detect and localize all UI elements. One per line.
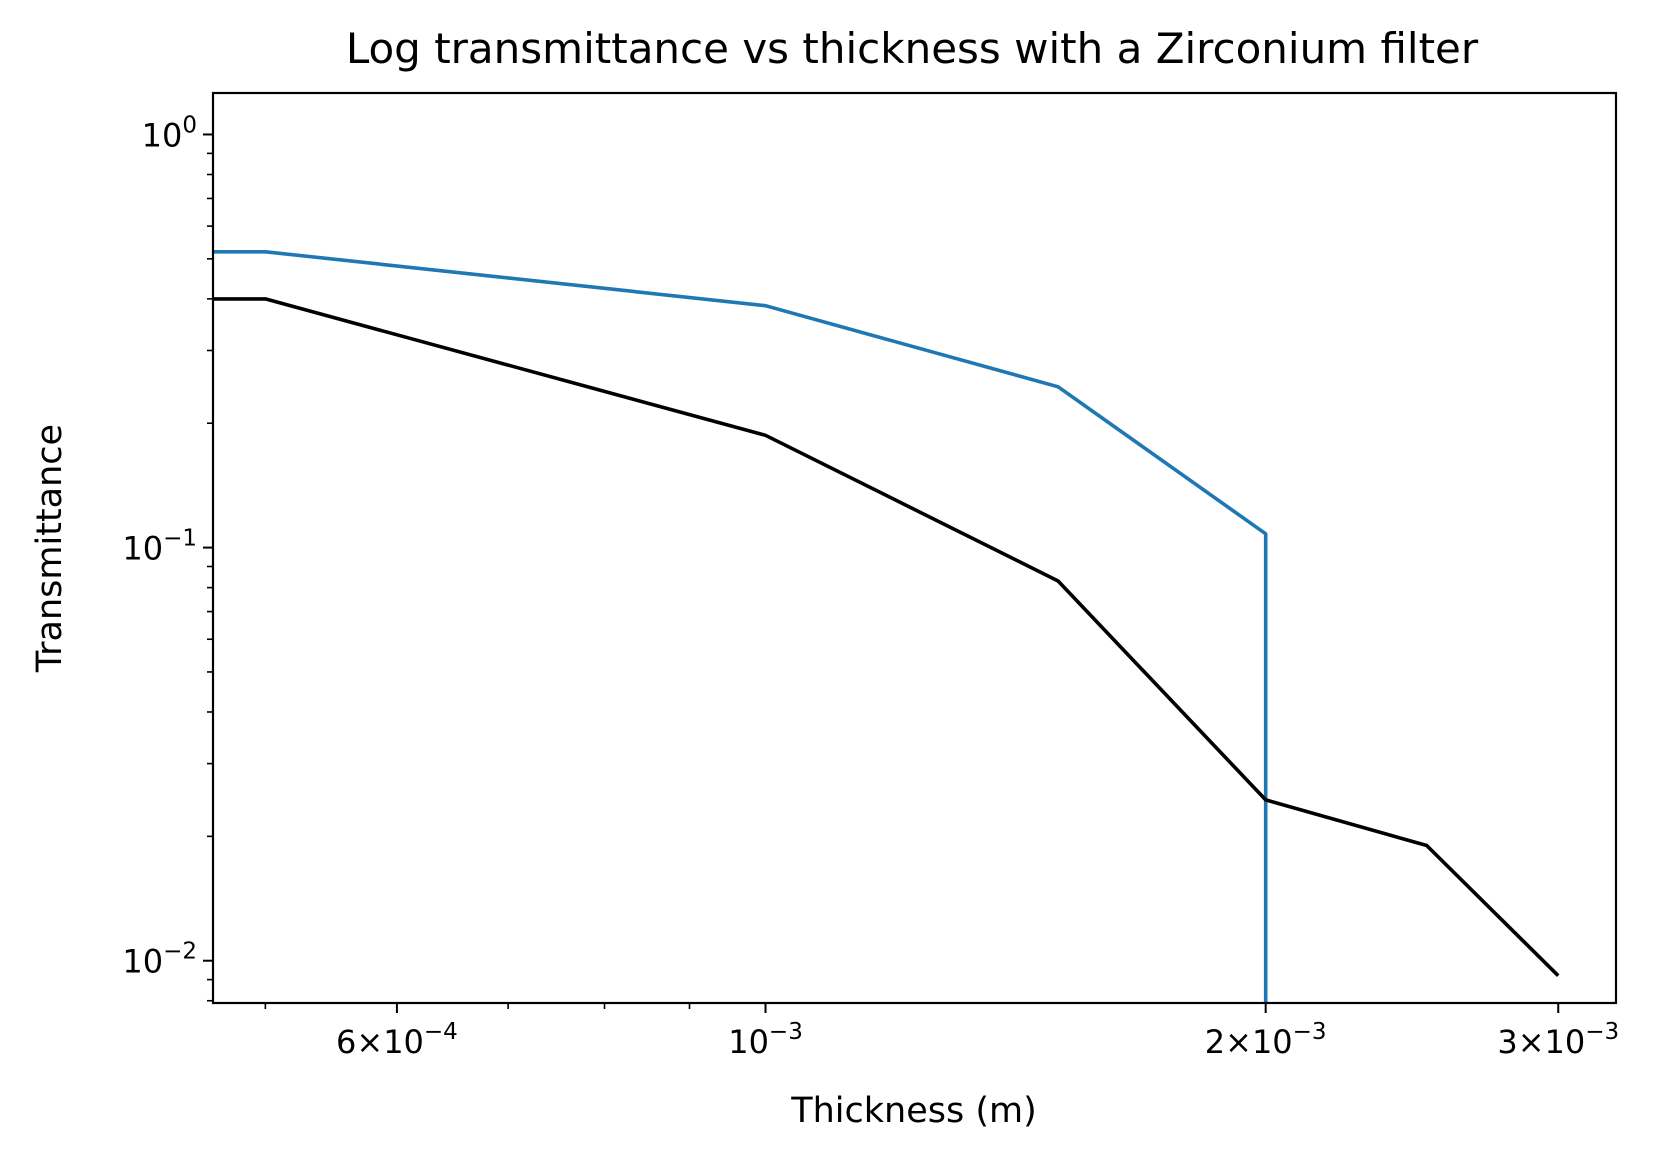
y-tick-label: 10−2: [122, 939, 197, 981]
y-tick-label: 100: [142, 112, 197, 154]
y-tick-label: 10−1: [122, 526, 197, 568]
plot-frame: [211, 91, 1618, 1005]
axes: 6×10−4 10−3 2×10−3 3×10−3 100 10−1 10−2: [122, 112, 1619, 1061]
x-axis-label: Thickness (m): [790, 1091, 1037, 1131]
x-tick-label: 6×10−4: [336, 1019, 458, 1061]
plot-area: [213, 250, 1560, 1003]
x-tick-label: 10−3: [728, 1019, 803, 1061]
x-tick-label: 2×10−3: [1205, 1019, 1327, 1061]
chart-title: Log transmittance vs thickness with a Zi…: [346, 24, 1479, 73]
series-line-2: [213, 297, 1560, 977]
series-line-1: [213, 250, 1268, 1003]
x-tick-label: 3×10−3: [1497, 1019, 1619, 1061]
y-axis-label: Transmittance: [30, 424, 70, 673]
